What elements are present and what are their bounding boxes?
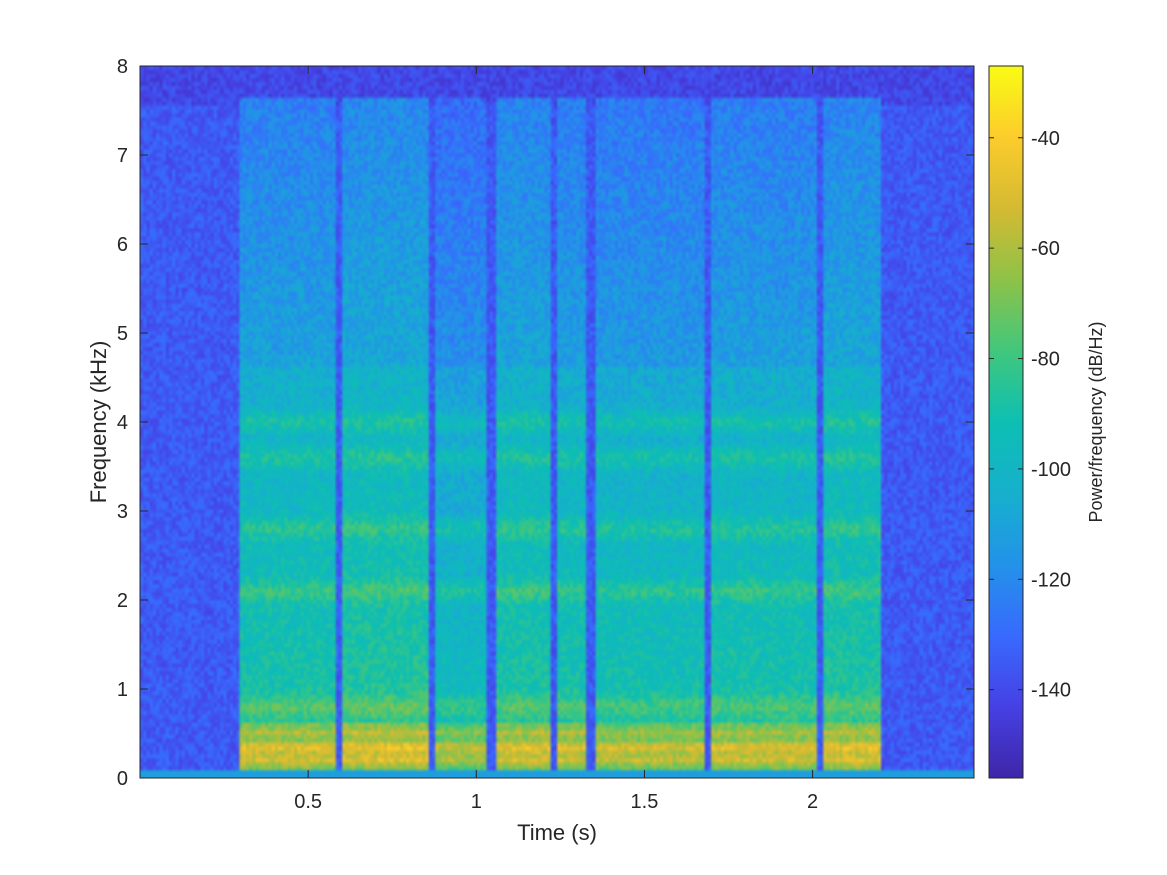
spectrogram-image [140, 66, 974, 778]
y-axis-ticks: 0 1 2 3 4 5 6 7 8 [117, 56, 974, 790]
colorbar-tick-label: -60 [1031, 238, 1060, 260]
y-tick-label: 0 [117, 768, 128, 790]
colorbar: -140 -120 -100 -80 -60 -40 [988, 65, 1071, 779]
y-axis-label: Frequency (kHz) [86, 341, 111, 504]
y-tick-label: 2 [117, 590, 128, 612]
colorbar-tick-label: -80 [1031, 349, 1060, 371]
colorbar-label: Power/frequency (dB/Hz) [1086, 321, 1106, 522]
colorbar-tick-label: -120 [1031, 569, 1071, 591]
y-tick-label: 4 [117, 412, 128, 434]
y-tick-label: 5 [117, 323, 128, 345]
plot-area: 0.5 1 1.5 2 0 1 2 3 4 5 6 7 8 [117, 56, 975, 813]
colorbar-tick-label: -100 [1031, 459, 1071, 481]
colorbar-tick-label: -140 [1031, 680, 1071, 702]
y-tick-label: 6 [117, 234, 128, 256]
colorbar-frame [988, 65, 1024, 779]
x-axis-ticks: 0.5 1 1.5 2 [294, 66, 818, 813]
colorbar-gradient [989, 66, 1023, 778]
colorbar-ticks: -140 -120 -100 -80 -60 -40 [989, 128, 1071, 702]
x-tick-label: 2 [807, 791, 818, 813]
y-tick-label: 1 [117, 679, 128, 701]
x-tick-label: 1 [471, 791, 482, 813]
x-axis-label: Time (s) [517, 820, 597, 845]
y-tick-label: 8 [117, 56, 128, 78]
x-tick-label: 1.5 [631, 791, 659, 813]
colorbar-tick-label: -40 [1031, 128, 1060, 150]
y-tick-label: 3 [117, 501, 128, 523]
y-tick-label: 7 [117, 145, 128, 167]
x-tick-label: 0.5 [294, 791, 322, 813]
